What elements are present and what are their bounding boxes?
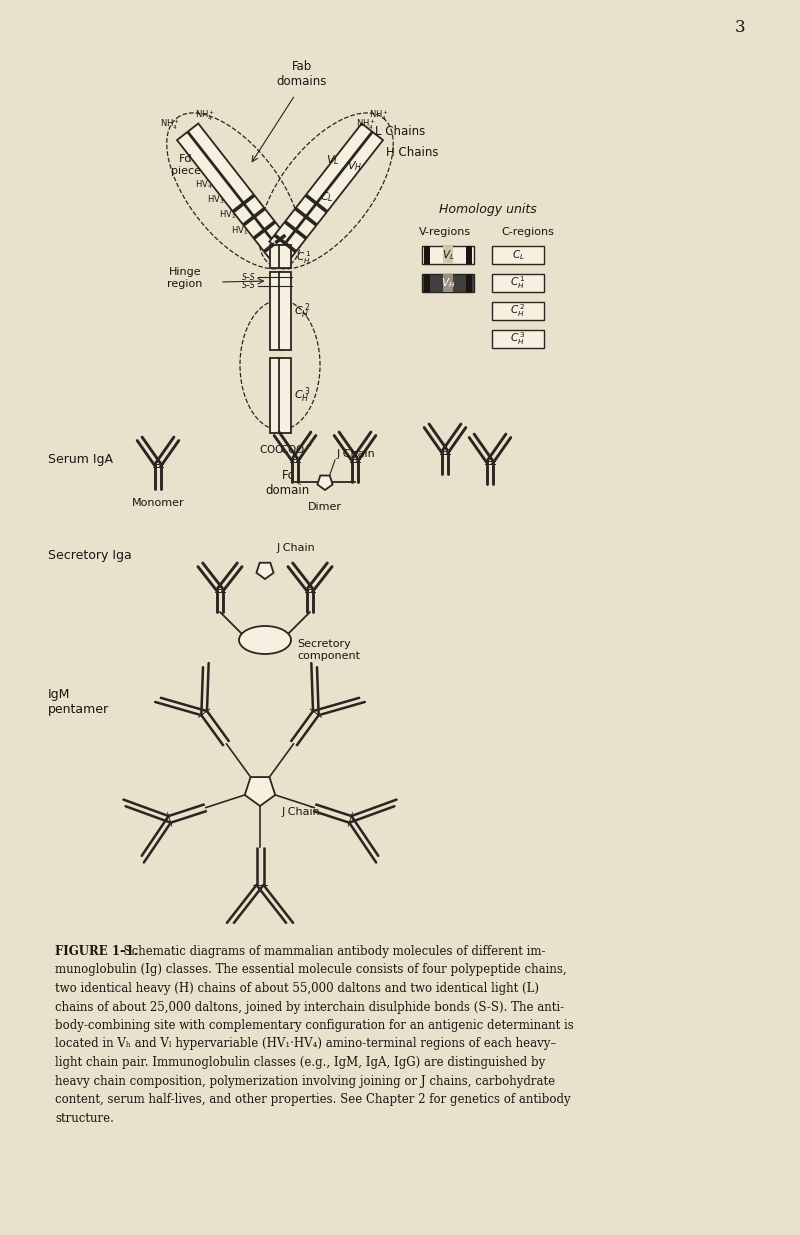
Bar <box>424 274 430 291</box>
Text: $V_H$: $V_H$ <box>347 159 362 173</box>
Text: content, serum half-lives, and other properties. See Chapter 2 for genetics of a: content, serum half-lives, and other pro… <box>55 1093 570 1107</box>
Polygon shape <box>257 563 274 579</box>
Text: munoglobulin (Ig) classes. The essential molecule consists of four polypeptide c: munoglobulin (Ig) classes. The essential… <box>55 963 566 977</box>
Polygon shape <box>280 132 383 258</box>
Text: structure.: structure. <box>55 1112 114 1125</box>
Polygon shape <box>318 475 333 490</box>
Text: light chain pair. Immunoglobulin classes (e.g., IgM, IgA, IgG) are distinguished: light chain pair. Immunoglobulin classes… <box>55 1056 546 1070</box>
Text: Fc
domain: Fc domain <box>266 469 310 496</box>
Bar <box>278 272 290 350</box>
Polygon shape <box>177 132 280 258</box>
Text: $C_H^{\,2}$: $C_H^{\,2}$ <box>510 303 526 320</box>
Bar <box>278 245 290 268</box>
Bar <box>492 274 544 291</box>
Text: Dimer: Dimer <box>308 501 342 513</box>
Text: C-regions: C-regions <box>502 227 554 237</box>
Text: located in Vₕ and Vₗ hypervariable (HV₁·HV₄) amino-terminal regions of each heav: located in Vₕ and Vₗ hypervariable (HV₁·… <box>55 1037 556 1051</box>
Bar <box>492 303 544 320</box>
Text: 3: 3 <box>734 20 746 37</box>
Text: L Chains: L Chains <box>375 125 425 138</box>
Text: body-combining site with complementary configuration for an antigenic determinan: body-combining site with complementary c… <box>55 1019 574 1032</box>
Text: $V_L$: $V_L$ <box>442 248 454 262</box>
Text: $C_H^{\;2}$: $C_H^{\;2}$ <box>294 301 311 321</box>
Bar <box>270 245 282 268</box>
Text: H Chains: H Chains <box>386 146 438 158</box>
Text: chains of about 25,000 daltons, joined by interchain disulphide bonds (S-S). The: chains of about 25,000 daltons, joined b… <box>55 1000 564 1014</box>
Text: $C_L$: $C_L$ <box>320 190 334 204</box>
Text: $C_H^{\,1}$: $C_H^{\,1}$ <box>510 274 526 291</box>
Text: Serum IgA: Serum IgA <box>48 453 113 467</box>
Text: HV$_2$: HV$_2$ <box>219 209 237 221</box>
Text: $C_H^{\;3}$: $C_H^{\;3}$ <box>294 385 311 405</box>
Polygon shape <box>188 124 290 249</box>
Text: NH$_4^+$: NH$_4^+$ <box>195 109 215 124</box>
Polygon shape <box>270 124 372 249</box>
Text: S–S: S–S <box>242 273 255 282</box>
Text: IgM
pentamer: IgM pentamer <box>48 688 109 716</box>
Text: Fab
domains: Fab domains <box>277 61 327 88</box>
Text: Homology units: Homology units <box>439 204 537 216</box>
Text: Secretory Iga: Secretory Iga <box>48 548 132 562</box>
Bar <box>278 358 290 433</box>
Text: Monomer: Monomer <box>132 498 184 508</box>
Text: HV$_1$: HV$_1$ <box>231 225 249 237</box>
Bar <box>270 272 282 350</box>
Text: Schematic diagrams of mammalian antibody molecules of different im-: Schematic diagrams of mammalian antibody… <box>115 945 545 958</box>
Text: heavy chain composition, polymerization involving joining or J chains, carbohydr: heavy chain composition, polymerization … <box>55 1074 555 1088</box>
Ellipse shape <box>239 626 291 655</box>
Bar <box>443 246 453 264</box>
Bar <box>424 246 430 264</box>
Text: J Chain: J Chain <box>277 543 316 553</box>
Bar <box>466 274 472 291</box>
Text: $C_H^{\;1}$: $C_H^{\;1}$ <box>297 249 313 267</box>
Text: S–S: S–S <box>242 282 255 290</box>
Bar <box>422 274 474 291</box>
Text: two identical heavy (H) chains of about 55,000 daltons and two identical light (: two identical heavy (H) chains of about … <box>55 982 539 995</box>
Text: NH$_4^+$: NH$_4^+$ <box>356 117 376 132</box>
Text: NH$_4^+$: NH$_4^+$ <box>160 117 180 132</box>
Text: Hinge
region: Hinge region <box>167 267 202 289</box>
Text: HV$_3$: HV$_3$ <box>207 194 224 206</box>
Text: $C_H^{\,3}$: $C_H^{\,3}$ <box>510 331 526 347</box>
Text: $V_H$: $V_H$ <box>441 277 455 290</box>
Bar <box>466 246 472 264</box>
Text: $C_L$: $C_L$ <box>511 248 525 262</box>
Text: COO$^-$: COO$^-$ <box>280 443 313 454</box>
Text: FIGURE 1–1.: FIGURE 1–1. <box>55 945 138 958</box>
Bar <box>270 358 282 433</box>
Text: V-regions: V-regions <box>419 227 471 237</box>
Bar <box>492 246 544 264</box>
Polygon shape <box>245 777 275 806</box>
Text: HV$_4$: HV$_4$ <box>195 178 212 190</box>
Text: COO$^-$: COO$^-$ <box>259 443 292 454</box>
Text: J Chain: J Chain <box>282 806 321 818</box>
Bar <box>422 246 474 264</box>
Bar <box>492 330 544 348</box>
Text: $V_L$: $V_L$ <box>326 153 339 167</box>
Text: J Chain: J Chain <box>337 450 376 459</box>
Text: Fd
piece: Fd piece <box>170 154 201 175</box>
Text: Secretory
component: Secretory component <box>297 640 360 661</box>
Bar <box>443 274 453 291</box>
Text: NH$_4^+$: NH$_4^+$ <box>369 109 389 124</box>
